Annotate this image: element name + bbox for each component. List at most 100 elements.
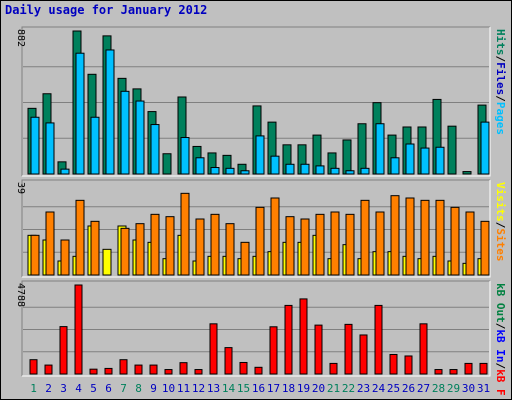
bar-kb-f-day-11 (179, 362, 188, 375)
legend-sites: Sites (494, 228, 507, 261)
ymax-label-visits-sites: 39 (15, 182, 26, 194)
bar-files-day-22 (345, 170, 355, 175)
bar-files-day-4 (75, 52, 85, 175)
x-label-day-21: 21 (327, 382, 340, 395)
bar-files-day-28 (435, 146, 445, 175)
bar-kb-f-day-15 (239, 361, 248, 375)
x-label-day-18: 18 (282, 382, 295, 395)
bar-hits-day-22 (342, 139, 352, 175)
legend-kbf-kbin-kbout: kB Out/kB In/kB F (494, 283, 507, 396)
bar-sites-day-24 (375, 211, 385, 276)
bar-kb-f-day-9 (149, 364, 158, 375)
bar-kb-f-day-29 (449, 369, 458, 375)
bar-files-day-25 (390, 157, 400, 175)
bar-sites-day-21 (330, 211, 340, 276)
bar-kb-f-day-23 (359, 334, 368, 375)
x-label-day-1: 1 (30, 382, 37, 395)
panel-hits-files-pages-shadow (21, 26, 490, 176)
x-label-day-11: 11 (177, 382, 190, 395)
bar-kb-f-day-3 (59, 326, 68, 375)
x-label-day-12: 12 (192, 382, 205, 395)
bar-kb-f-day-17 (269, 326, 278, 375)
bar-sites-day-16 (255, 206, 265, 276)
bar-sites-day-3 (60, 239, 70, 276)
bar-kb-f-day-6 (104, 367, 113, 375)
bar-kb-f-day-12 (194, 369, 203, 375)
bar-kb-f-day-22 (344, 323, 353, 375)
bar-sites-day-26 (405, 197, 415, 276)
bar-files-day-23 (360, 167, 370, 175)
bar-kb-f-day-10 (164, 369, 173, 375)
bar-files-day-1 (30, 116, 40, 175)
bar-sites-day-27 (420, 199, 430, 276)
bar-sites-day-15 (240, 241, 250, 276)
bar-kb-f-day-2 (44, 364, 53, 375)
legend-kbin: kB In (494, 329, 507, 362)
x-label-day-9: 9 (150, 382, 157, 395)
x-label-day-4: 4 (75, 382, 82, 395)
bar-files-day-3 (60, 168, 70, 175)
bar-files-day-19 (300, 163, 310, 175)
bar-sites-day-29 (450, 206, 460, 276)
bar-sites-day-7 (120, 227, 130, 276)
bar-files-day-2 (45, 122, 55, 175)
bar-hits-day-10 (162, 153, 172, 175)
bar-sites-day-28 (435, 199, 445, 276)
x-label-day-28: 28 (432, 382, 445, 395)
x-label-day-22: 22 (342, 382, 355, 395)
x-label-day-8: 8 (135, 382, 142, 395)
legend-sep2: / (494, 56, 507, 63)
bar-sites-day-25 (390, 195, 400, 276)
bar-files-day-26 (405, 143, 415, 175)
x-label-day-16: 16 (252, 382, 265, 395)
bar-sites-day-31 (480, 220, 490, 276)
bar-files-day-17 (270, 155, 280, 175)
x-label-day-30: 30 (462, 382, 475, 395)
bar-sites-day-12 (195, 218, 205, 276)
x-label-day-25: 25 (387, 382, 400, 395)
bar-sites-day-17 (270, 197, 280, 276)
bar-sites-day-14 (225, 223, 235, 276)
bar-kb-f-day-4 (74, 284, 83, 375)
panel-hits-files-pages-light (22, 27, 491, 177)
bar-files-day-24 (375, 123, 385, 175)
legend-sep2: / (494, 323, 507, 330)
x-label-day-10: 10 (162, 382, 175, 395)
bar-sites-day-1 (30, 234, 40, 276)
legend-sep1: / (494, 363, 507, 370)
x-label-day-5: 5 (90, 382, 97, 395)
bar-sites-day-5 (90, 220, 100, 276)
bar-files-day-14 (225, 167, 235, 175)
bar-hits-day-23 (357, 123, 367, 175)
x-label-day-23: 23 (357, 382, 370, 395)
ymax-label-hits-files-pages: 882 (15, 29, 26, 47)
legend-kbf: kB F (494, 369, 507, 396)
bar-kb-f-day-31 (479, 362, 488, 375)
ymax-label-kbf-kbin-kbout: 4788 (15, 283, 26, 307)
x-label-day-2: 2 (45, 382, 52, 395)
x-label-day-13: 13 (207, 382, 220, 395)
x-label-day-29: 29 (447, 382, 460, 395)
bar-sites-day-22 (345, 213, 355, 276)
x-label-day-26: 26 (402, 382, 415, 395)
bar-files-day-31 (480, 121, 490, 175)
bar-kb-f-day-24 (374, 304, 383, 375)
legend-hits-files-pages: Hits/Files/Pages (494, 29, 507, 135)
x-label-day-20: 20 (312, 382, 325, 395)
x-label-day-3: 3 (60, 382, 67, 395)
bar-kb-f-day-18 (284, 304, 293, 375)
bar-hits-day-30 (462, 171, 472, 175)
bar-kb-f-day-26 (404, 355, 413, 375)
bar-sites-day-19 (300, 218, 310, 276)
bar-sites-day-30 (465, 211, 475, 276)
bar-kb-f-day-21 (329, 362, 338, 375)
bar-files-day-13 (210, 167, 220, 175)
bar-files-day-18 (285, 163, 295, 175)
legend-kbout: kB Out (494, 283, 507, 323)
bar-kb-f-day-25 (389, 353, 398, 375)
chart-title: Daily usage for January 2012 (5, 3, 208, 17)
bar-kb-f-day-7 (119, 359, 128, 375)
x-label-day-17: 17 (267, 382, 280, 395)
